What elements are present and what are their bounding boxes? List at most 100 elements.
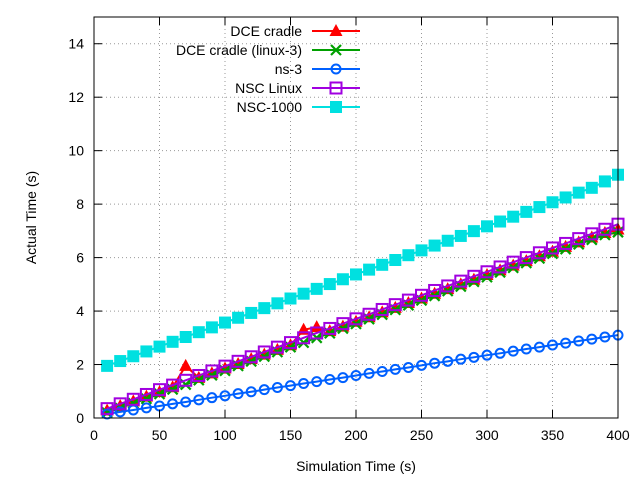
data-point: [180, 396, 192, 408]
data-point-stroke: [179, 378, 192, 391]
data-point: [480, 265, 494, 279]
data-point: [257, 345, 271, 359]
legend-label: DCE cradle (linux-3): [176, 42, 302, 58]
data-point: [494, 215, 507, 228]
data-point: [114, 355, 127, 368]
data-point: [415, 244, 428, 257]
data-point: [402, 249, 415, 262]
y-tick-label: 2: [76, 357, 84, 373]
ticks: 0 50 100 150 200 250 300 350 400 0 2 4 6 8 10 12 14: [68, 17, 630, 443]
data-point: [376, 258, 389, 271]
data-point: [245, 386, 257, 398]
data-point-stroke: [140, 392, 153, 405]
data-point: [428, 283, 442, 297]
data-point: [519, 251, 533, 265]
data-point: [494, 347, 506, 359]
data-point: [560, 337, 572, 349]
data-point: [573, 335, 585, 347]
legend-marker: [330, 101, 342, 113]
data-point: [547, 339, 558, 351]
data-point: [350, 268, 362, 281]
data-point: [572, 232, 586, 246]
legend-label: NSC-1000: [237, 99, 303, 115]
data-point: [284, 292, 297, 305]
legend-label: NSC Linux: [235, 80, 302, 96]
data-point: [179, 358, 193, 371]
data-point: [441, 279, 455, 293]
data-point: [336, 273, 349, 286]
data-point: [442, 355, 454, 367]
y-axis-label: Actual Time (s): [23, 171, 39, 264]
series-layer: [100, 168, 625, 420]
data-point: [311, 376, 323, 388]
data-point: [271, 297, 284, 310]
data-point: [454, 229, 467, 242]
legend-entry: ns-3: [275, 61, 360, 77]
x-tick-label: 150: [279, 427, 303, 443]
data-point: [323, 321, 337, 335]
data-point: [532, 246, 546, 260]
data-point: [192, 326, 205, 339]
data-point: [388, 298, 402, 312]
data-point: [285, 380, 296, 392]
data-point: [284, 336, 297, 350]
data-point: [559, 191, 572, 204]
data-point: [270, 340, 284, 354]
data-point: [507, 345, 519, 357]
data-point: [455, 353, 467, 365]
data-point: [139, 387, 153, 401]
x-tick-label: 100: [213, 427, 237, 443]
data-point: [206, 392, 218, 404]
data-point: [114, 406, 126, 418]
data-point: [101, 359, 114, 372]
legend-entry: DCE cradle (linux-3): [176, 42, 360, 58]
legend-marker: [329, 24, 343, 36]
legend-marker-stroke: [330, 44, 342, 56]
data-point: [298, 378, 310, 390]
legend: DCE cradle DCE cradle (linux-3) ns-3 NSC Li…: [176, 23, 360, 115]
data-point: [599, 331, 611, 343]
legend-label: DCE cradle: [230, 23, 302, 39]
data-point: [153, 340, 166, 353]
legend-label: ns-3: [275, 61, 302, 77]
data-point: [350, 369, 362, 381]
data-point: [100, 402, 114, 416]
series-line: [106, 228, 619, 412]
data-point: [481, 349, 493, 361]
data-point: [297, 331, 311, 345]
data-point: [585, 227, 599, 241]
data-point: [546, 241, 559, 255]
data-point: [506, 255, 520, 269]
data-point-stroke: [166, 383, 179, 396]
data-point: [140, 345, 153, 358]
data-point: [258, 302, 271, 315]
y-tick-label: 10: [68, 143, 84, 159]
x-tick-label: 300: [475, 427, 499, 443]
data-point: [520, 343, 532, 355]
data-point: [598, 222, 612, 236]
data-point: [363, 367, 375, 379]
data-point: [337, 372, 349, 384]
data-point: [468, 351, 480, 363]
data-point: [244, 350, 258, 364]
data-point: [585, 181, 598, 194]
series-4: [101, 168, 624, 372]
data-point: [258, 384, 270, 396]
data-point: [232, 388, 244, 400]
data-point: [402, 361, 414, 373]
legend-entry: NSC-1000: [237, 99, 360, 115]
data-point: [362, 307, 376, 321]
data-point: [323, 278, 336, 291]
data-point: [245, 306, 258, 319]
x-tick-label: 350: [541, 427, 565, 443]
data-point: [336, 317, 350, 331]
data-point: [310, 320, 324, 333]
data-point: [193, 394, 205, 406]
data-point: [441, 234, 454, 247]
data-point: [559, 236, 573, 250]
data-point: [113, 397, 127, 411]
legend-entry: NSC Linux: [235, 80, 360, 96]
y-tick-label: 4: [76, 303, 84, 319]
data-point: [179, 373, 193, 387]
